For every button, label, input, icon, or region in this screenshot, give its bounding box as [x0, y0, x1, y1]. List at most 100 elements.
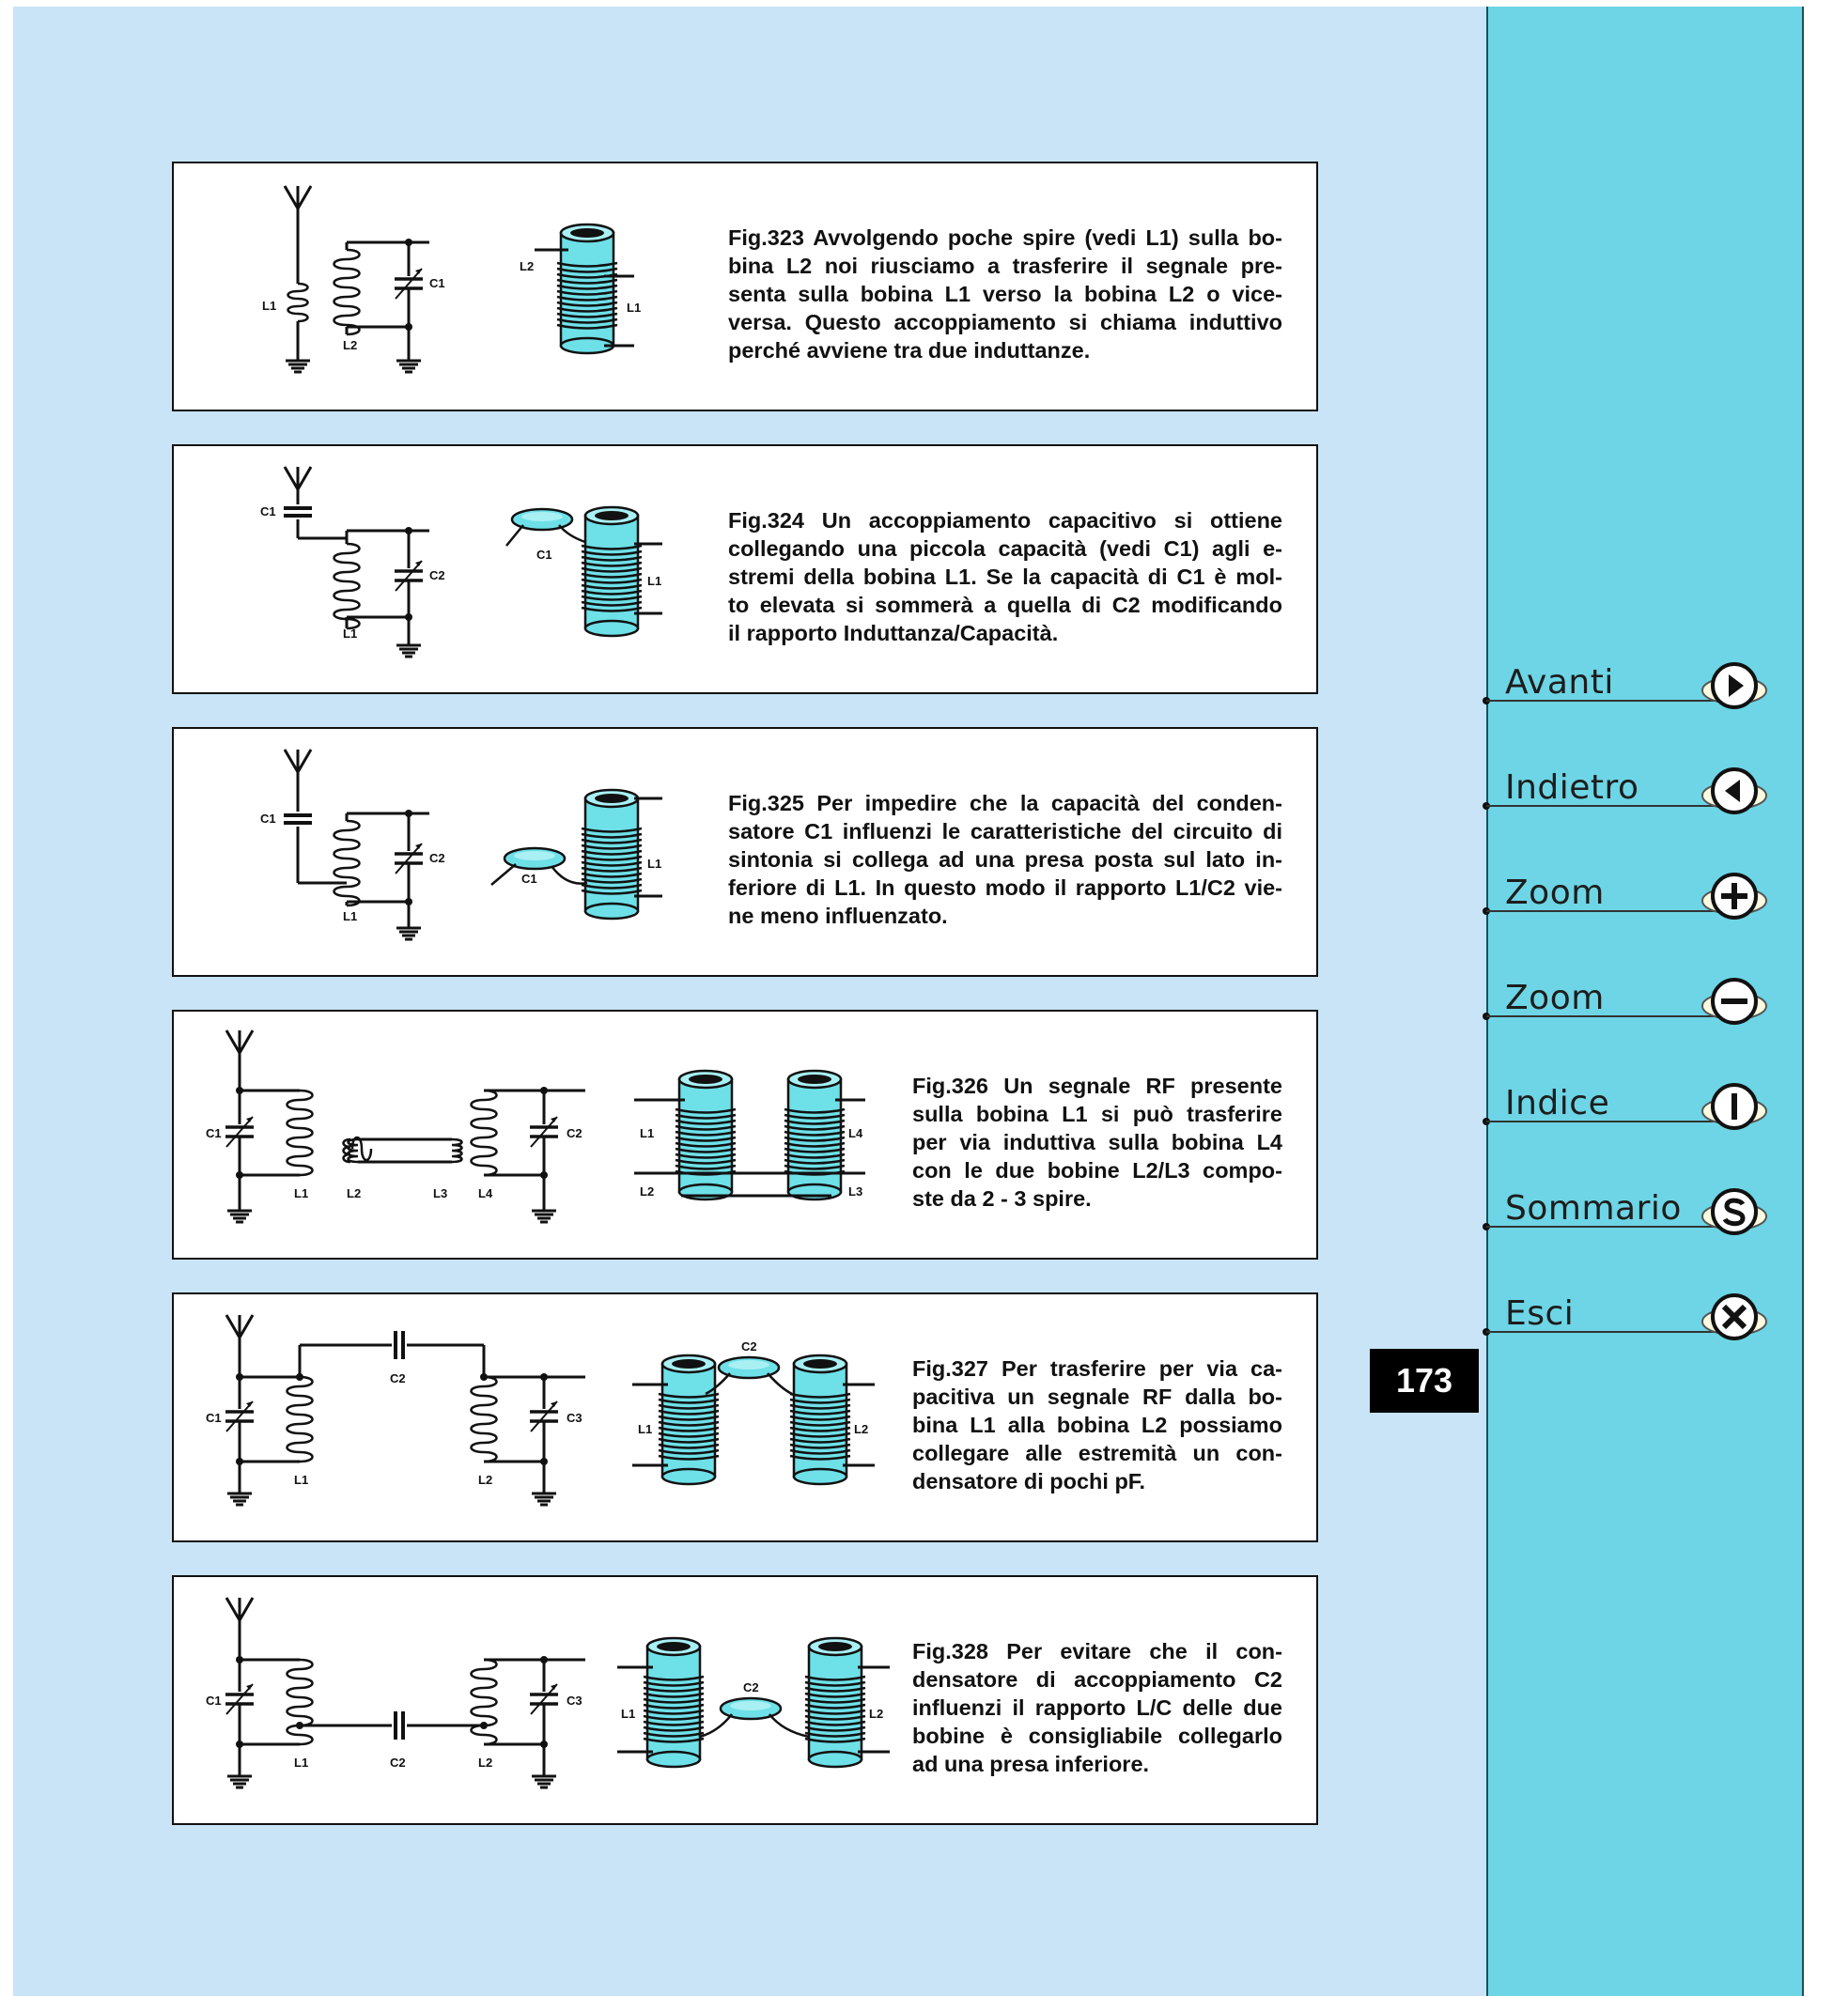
figure-323-panel: L1 C1 L2 L2 L1 Fig.323 Avvolgendo poche …	[172, 162, 1318, 411]
caption-line: Fig.323 Avvolgendo poche spire (vedi L1)…	[728, 225, 1282, 250]
caption-line: il rapporto Induttanza/Capacità.	[728, 621, 1059, 645]
nav-sommario-label: Sommario	[1505, 1189, 1682, 1228]
fig328-coil-l2-label: L2	[869, 1707, 883, 1721]
fig328-l1-label: L1	[294, 1756, 308, 1770]
caption-line: satore C1 influenzi le caratteristiche d…	[728, 819, 1282, 843]
nav-avanti-button[interactable]: Avanti	[1483, 658, 1793, 714]
caption-line: Fig.324 Un accoppiamento capacitivo si o…	[728, 508, 1282, 533]
fig328-coil-l1-label: L1	[621, 1707, 635, 1721]
figure-323-caption: Fig.323 Avvolgendo poche spire (vedi L1)…	[728, 224, 1282, 364]
fig327-coil-l1-label: L1	[638, 1422, 652, 1436]
minus-icon	[1721, 998, 1747, 1004]
fig325-c2-label: C2	[429, 851, 445, 865]
nav-zoom-in-button[interactable]: Zoom	[1483, 868, 1793, 924]
caption-line: bina L2 noi riusciamo a trasferire il se…	[728, 254, 1282, 278]
caption-line: pacitiva un segnale RF dalla bo-	[912, 1385, 1282, 1409]
fig327-c2-label: C2	[390, 1371, 406, 1385]
nav-indice-button[interactable]: Indice	[1483, 1078, 1793, 1135]
fig328-c1-label: C1	[206, 1694, 222, 1708]
caption-line: collegando una piccola capacità (vedi C1…	[728, 536, 1282, 561]
figure-326-caption: Fig.326 Un segnale RF presente sulla bob…	[912, 1072, 1282, 1213]
nav-zoom-out-label: Zoom	[1505, 979, 1605, 1017]
fig326-c1-label: C1	[206, 1126, 222, 1140]
caption-line: per via induttiva sulla bobina L4	[912, 1130, 1282, 1154]
caption-line: Fig.327 Per trasferire per via ca-	[912, 1356, 1282, 1381]
figure-326-diagram: C1 L1 L2 L3 L4 C2 L1 L2 L4 L3	[206, 1029, 865, 1224]
caption-line: feriore di L1. In questo modo il rapport…	[728, 875, 1282, 900]
s-icon	[1722, 1198, 1746, 1227]
fig325-c1-label: C1	[260, 812, 276, 826]
figure-325-caption: Fig.325 Per impedire che la capacità del…	[728, 789, 1282, 930]
fig323-l1-label: L1	[262, 299, 276, 313]
caption-line: versa. Questo accoppiamento si chiama in…	[728, 310, 1282, 334]
figure-325-diagram: C1 C2 L1 C1 L1	[260, 748, 662, 941]
fig323-c1-label: C1	[429, 276, 445, 290]
caption-line: bina L1 alla bobina L2 possiamo	[912, 1413, 1282, 1437]
nav-sommario-button[interactable]: Sommario	[1483, 1184, 1793, 1240]
caption-line: collegare alle estremità un con-	[912, 1441, 1282, 1465]
fig328-c2-label: C2	[390, 1756, 406, 1770]
nav-avanti-label: Avanti	[1505, 663, 1614, 702]
nav-zoom-out-button[interactable]: Zoom	[1483, 973, 1793, 1029]
fig326-l4-label: L4	[478, 1186, 493, 1200]
caption-line: ad una presa inferiore.	[912, 1752, 1150, 1776]
fig327-c1-label: C1	[206, 1411, 222, 1425]
fig325-l1-label: L1	[343, 909, 357, 923]
nav-underline	[1483, 873, 1767, 920]
fig324-coil-c1-label: C1	[536, 548, 552, 562]
figure-328-caption: Fig.328 Per evitare che il con- densator…	[912, 1637, 1282, 1778]
caption-line: Fig.326 Un segnale RF presente	[912, 1074, 1282, 1098]
fig328-l2-label: L2	[478, 1756, 492, 1770]
arrow-right-icon	[1729, 674, 1744, 697]
caption-line: densatore di accoppiamento C2	[912, 1667, 1282, 1692]
figure-325-panel: C1 C2 L1 C1 L1 Fig.325 Per impedire che …	[172, 727, 1318, 977]
nav-esci-label: Esci	[1505, 1294, 1575, 1333]
figure-327-diagram: C2 C1 L1 C3 L2 C2 L1 L2	[206, 1313, 875, 1507]
fig326-coil-l1-label: L1	[640, 1126, 654, 1140]
nav-zoom-in-label: Zoom	[1505, 874, 1605, 912]
fig323-coil-l1-label: L1	[627, 301, 641, 315]
fig326-coil-l2-label: L2	[640, 1184, 654, 1199]
nav-indietro-button[interactable]: Indietro	[1483, 763, 1793, 819]
fig326-coil-l4-label: L4	[848, 1126, 863, 1140]
caption-line: densatore di pochi pF.	[912, 1469, 1146, 1493]
figure-328-diagram: C1 L1 C2 C3 L2 C2 L1 L2	[206, 1596, 890, 1789]
caption-line: senta sulla bobina L1 verso la bobina L2…	[728, 282, 1282, 306]
nav-indice-label: Indice	[1505, 1084, 1610, 1122]
fig324-coil-l1-label: L1	[647, 574, 661, 588]
fig326-coil-l3-label: L3	[848, 1184, 862, 1199]
caption-line: sulla bobina L1 si può trasferire	[912, 1102, 1282, 1126]
caption-line: stremi della bobina L1. Se la capacità d…	[728, 565, 1282, 589]
fig327-l1-label: L1	[294, 1473, 308, 1487]
fig327-coil-c2-label: C2	[741, 1339, 757, 1354]
fig324-c2-label: C2	[429, 568, 445, 582]
fig323-l2-label: L2	[343, 338, 357, 352]
figure-326-panel: C1 L1 L2 L3 L4 C2 L1 L2 L4 L3 Fi	[172, 1010, 1318, 1260]
figure-324-panel: C1 C2 L1 C1 L1 Fig.324 Un accoppiamento …	[172, 444, 1318, 694]
caption-line: ne meno influenzato.	[728, 904, 948, 928]
fig323-coil-l2-label: L2	[520, 259, 534, 273]
fig325-coil-l1-label: L1	[647, 857, 661, 871]
figure-324-caption: Fig.324 Un accoppiamento capacitivo si o…	[728, 506, 1282, 647]
figure-323-diagram: L1 C1 L2 L2 L1	[262, 184, 641, 374]
fig326-l2-label: L2	[347, 1186, 361, 1200]
nav-underline	[1483, 1083, 1767, 1130]
caption-line: to elevata si sommerà a quella di C2 mod…	[728, 593, 1282, 617]
fig324-l1-label: L1	[343, 627, 357, 641]
fig328-c3-label: C3	[567, 1694, 582, 1708]
caption-line: Fig.328 Per evitare che il con-	[912, 1639, 1282, 1663]
close-icon	[1721, 1304, 1747, 1330]
plus-icon	[1721, 883, 1747, 909]
nav-esci-button[interactable]: Esci	[1483, 1289, 1793, 1345]
figure-327-panel: C2 C1 L1 C3 L2 C2 L1 L2 Fig.327 Per tras…	[172, 1292, 1318, 1542]
caption-line: bobine è consigliabile collegarlo	[912, 1724, 1282, 1748]
arrow-left-icon	[1725, 780, 1740, 802]
nav-indietro-label: Indietro	[1505, 768, 1639, 807]
fig327-c3-label: C3	[567, 1411, 582, 1425]
nav-underline	[1483, 1293, 1767, 1340]
index-icon	[1732, 1093, 1737, 1120]
caption-line: sintonia si collega ad una presa posta s…	[728, 847, 1282, 872]
fig327-l2-label: L2	[478, 1473, 492, 1487]
caption-line: con le due bobine L2/L3 compo-	[912, 1158, 1282, 1183]
fig327-coil-l2-label: L2	[854, 1422, 868, 1436]
